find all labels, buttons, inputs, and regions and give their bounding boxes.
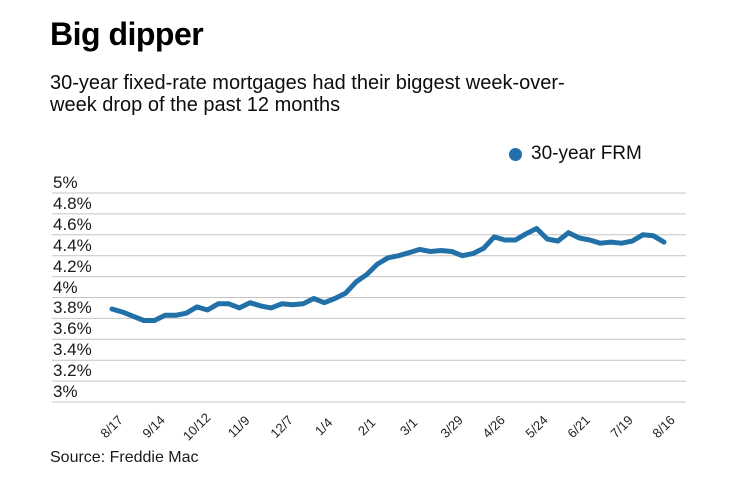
y-axis-label: 4.2% — [53, 256, 92, 276]
page-title: Big dipper — [50, 16, 204, 52]
y-axis-label: 4.8% — [53, 193, 92, 213]
y-axis-label: 4.6% — [53, 214, 92, 234]
subtitle-line-2: week drop of the past 12 months — [50, 94, 341, 116]
chart-subtitle: 30-year fixed-rate mortgages had their b… — [50, 72, 565, 116]
y-axis-label: 3.4% — [53, 340, 92, 360]
y-axis-label: 3.6% — [53, 319, 92, 339]
y-axis-label: 3.2% — [53, 361, 92, 381]
y-axis-label: 4.4% — [53, 235, 92, 255]
y-axis-label: 3.8% — [53, 298, 92, 318]
legend: 30-year FRM — [509, 143, 642, 165]
legend-marker-icon — [509, 147, 522, 161]
y-axis-label: 3% — [53, 382, 78, 401]
subtitle-line-1: 30-year fixed-rate mortgages had their b… — [50, 72, 565, 94]
series-line-30-year-frm — [109, 226, 667, 323]
legend-label: 30-year FRM — [531, 143, 642, 164]
source-note: Source: Freddie Mac — [50, 449, 199, 466]
y-axis-label: 5% — [53, 173, 78, 192]
y-axis-label: 4% — [53, 277, 78, 297]
